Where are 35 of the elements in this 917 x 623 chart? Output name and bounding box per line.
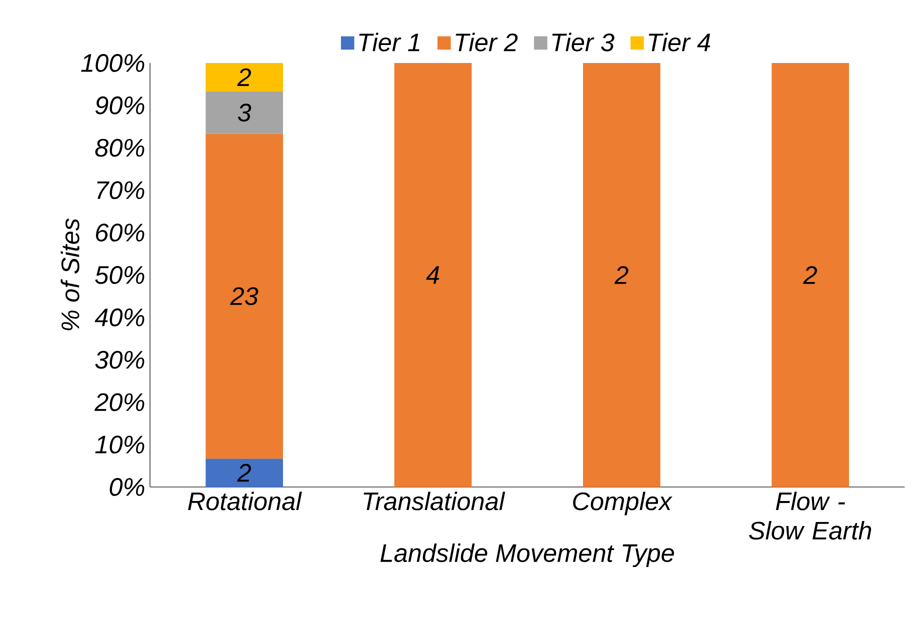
y-tick-label: 30% [95, 350, 144, 369]
y-tick-label: 40% [94, 308, 144, 326]
y-tick-label: 20% [94, 393, 144, 412]
bar [206, 62, 284, 92]
annotation: 2 [803, 266, 818, 284]
y-tick-label: 70% [97, 181, 144, 200]
annotation: 4 [426, 266, 440, 284]
y-tick-label: 10% [95, 436, 144, 454]
bar [394, 62, 472, 487]
x-axis-title: Landslide Movement Type [380, 543, 674, 568]
annotation: 2 [237, 68, 252, 86]
annotation: 3 [238, 104, 252, 122]
y-tick-label: 50% [95, 266, 144, 284]
bar [206, 134, 284, 459]
legend-label: Tier 3 [552, 32, 614, 52]
annotation: 2 [237, 464, 252, 482]
x-tick-label: Rotational [188, 492, 302, 510]
y-tick-label: 60% [96, 224, 144, 242]
legend-label: Tier 4 [648, 32, 710, 52]
y-tick-label: 100% [81, 54, 144, 72]
bar [772, 62, 850, 487]
legend-label: Tier 2 [456, 32, 518, 52]
annotation: 23 [230, 287, 258, 306]
y-tick-label: 90% [95, 96, 144, 114]
annotation: 2 [614, 266, 628, 284]
x-tick-label: Complex [573, 492, 672, 516]
y-axis-title: % of Sites [60, 218, 80, 330]
y-tick-label: 80% [95, 138, 144, 157]
x-tick-label: Flow - Slow Earth [749, 492, 872, 540]
legend-label: Tier 1 [359, 32, 420, 52]
bar [206, 91, 284, 134]
bar [206, 458, 284, 487]
x-tick-label: Translational [364, 492, 506, 510]
bar [582, 62, 660, 487]
y-tick-label: 0% [110, 478, 144, 496]
